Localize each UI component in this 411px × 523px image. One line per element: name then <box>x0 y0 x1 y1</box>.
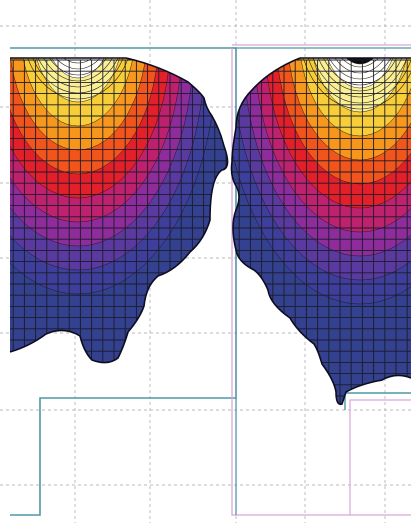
contour-level <box>42 58 114 79</box>
contour-line <box>314 58 406 86</box>
contour-line <box>30 58 126 88</box>
contour-line <box>46 58 110 64</box>
contour-line <box>322 58 398 74</box>
contour-line <box>310 58 410 92</box>
contour-line <box>298 58 411 110</box>
contour-level <box>319 58 401 89</box>
contour-line <box>34 58 122 82</box>
contour-line <box>38 58 118 76</box>
contour-level <box>330 58 390 65</box>
contour-line <box>306 58 411 98</box>
contour-line <box>22 58 134 100</box>
right-contour-panel <box>231 58 411 405</box>
contour-level <box>55 0 102 54</box>
right-contour-boundary <box>230 57 411 406</box>
contour-line <box>302 58 411 104</box>
left-contour-panel <box>10 0 228 363</box>
contour-line <box>326 58 394 68</box>
contour-line <box>42 58 114 70</box>
contour-line <box>26 58 130 94</box>
left-contour-boundary <box>9 57 229 364</box>
contour-line <box>318 58 402 80</box>
left-panel-outline <box>10 47 237 516</box>
